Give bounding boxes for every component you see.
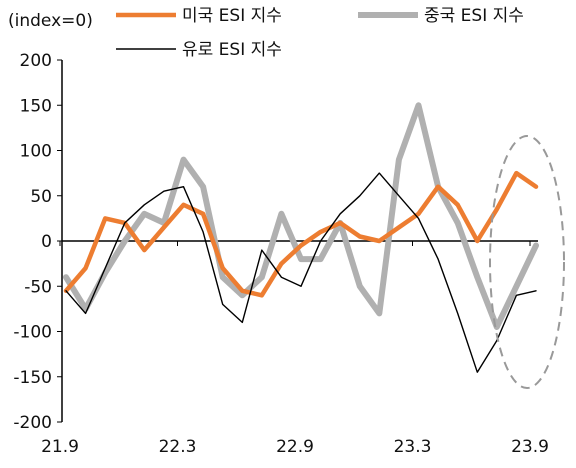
- series-line-1: [63, 102, 539, 330]
- legend-label-1: 중국 ESI 지수: [424, 6, 524, 26]
- legend-label-2: 유로 ESI 지수: [182, 40, 282, 60]
- y-tick-label: 100: [20, 142, 52, 162]
- highlight-ellipse: [489, 135, 565, 389]
- y-tick-label: 0: [41, 232, 52, 252]
- y-axis-label: (index=0): [8, 11, 93, 31]
- y-tick-label: -50: [24, 277, 52, 297]
- x-tick-label: 22.9: [276, 437, 314, 457]
- x-tick-label: 22.3: [159, 437, 197, 457]
- x-tick-label: 21.9: [41, 437, 79, 457]
- y-tick-label: 50: [30, 187, 52, 207]
- x-tick-label: 23.3: [394, 437, 432, 457]
- x-tick-label: 23.9: [511, 437, 549, 457]
- y-tick-label: -100: [13, 323, 52, 343]
- y-tick-label: -150: [13, 368, 52, 388]
- legend-label-0: 미국 ESI 지수: [182, 6, 282, 26]
- series-line-2: [65, 172, 537, 373]
- y-tick-label: -200: [13, 413, 52, 433]
- series-line-0: [63, 170, 539, 298]
- y-tick-label: 200: [20, 51, 52, 71]
- y-tick-label: 150: [20, 96, 52, 116]
